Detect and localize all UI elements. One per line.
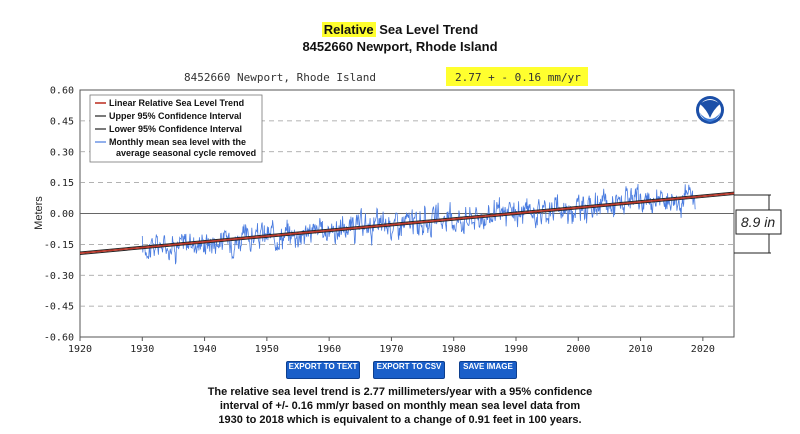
trend-line [79,192,735,255]
x-tick-label: 1960 [317,344,341,355]
legend-trend: Linear Relative Sea Level Trend [109,98,244,108]
y-tick-label: -0.15 [44,240,74,251]
y-tick-label: 0.60 [50,86,74,97]
y-axis-label: Meters [33,196,45,230]
legend-monthly-2: average seasonal cycle removed [116,148,256,158]
x-tick-label: 1920 [68,344,92,355]
export-csv-button[interactable]: EXPORT TO CSV [373,361,445,379]
summary-line-2: interval of +/- 0.16 mm/yr based on mont… [219,400,581,412]
y-axis-ticks: 0.60 0.45 0.30 0.15 0.00 -0.15 -0.30 -0.45 -0.60 [44,86,74,344]
title-highlight: Relative [321,22,376,37]
monthly-mean-series [141,183,696,265]
export-text-button[interactable]: EXPORT TO TEXT [286,361,360,379]
summary-line-3: 1930 to 2018 which is equivalent to a ch… [218,414,582,426]
title-rest: Sea Level Trend [375,22,479,37]
y-tick-label: 0.15 [50,178,74,189]
summary-text: The relative sea level trend is 2.77 mil… [150,385,650,427]
legend-lower: Lower 95% Confidence Interval [109,124,242,134]
x-tick-label: 1940 [193,344,217,355]
upper-ci-line [79,191,735,253]
x-tick-label: 2000 [566,344,590,355]
legend: Linear Relative Sea Level Trend Upper 95… [89,94,263,163]
rate-highlight [446,67,588,86]
y-tick-label: -0.45 [44,302,74,313]
change-bracket: 8.9 in [734,194,782,254]
lower-ci-line [79,194,735,255]
x-tick-label: 1980 [442,344,466,355]
page-title: Relative Sea Level Trend [0,22,800,37]
x-tick-label: 2020 [691,344,715,355]
x-tick-label: 1990 [504,344,528,355]
page-subtitle: 8452660 Newport, Rhode Island [302,39,498,54]
noaa-logo [696,96,724,124]
change-label: 8.9 in [741,214,775,230]
x-tick-label: 1950 [255,344,279,355]
x-tick-label: 2010 [629,344,653,355]
y-tick-label: -0.60 [44,333,74,344]
x-tick-label: 1970 [379,344,403,355]
save-image-button[interactable]: SAVE IMAGE [459,361,517,379]
y-tick-label: -0.30 [44,271,74,282]
y-tick-label: 0.00 [50,209,74,220]
station-label: 8452660 Newport, Rhode Island [184,71,376,84]
y-tick-label: 0.45 [50,116,74,127]
x-tick-label: 1930 [130,344,154,355]
legend-monthly: Monthly mean sea level with the [109,137,246,147]
summary-line-1: The relative sea level trend is 2.77 mil… [207,386,593,398]
rate-label: 2.77 + - 0.16 mm/yr [455,71,581,84]
x-axis-ticks: 1920 1930 1940 1950 1960 1970 1980 1990 2000 2010… [68,337,715,355]
y-tick-label: 0.30 [50,147,74,158]
legend-upper: Upper 95% Confidence Interval [109,111,242,121]
